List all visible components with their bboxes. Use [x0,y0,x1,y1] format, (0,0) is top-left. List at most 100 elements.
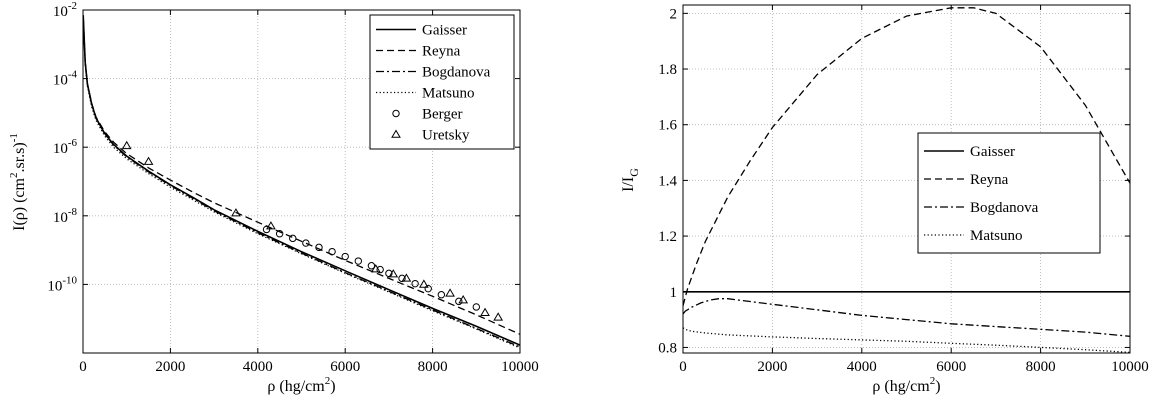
x-axis-label-part: ) [935,378,940,395]
legend-label-gaisser: Gaisser [970,144,1015,160]
data-point-triangle [370,264,381,273]
data-point-circle [341,252,349,261]
data-point-triangle [388,269,399,278]
y-tick-label: 10-8 [53,206,78,226]
data-point-triangle [480,307,490,316]
data-point-triangle [121,140,132,150]
legend-box [917,132,1101,254]
data-point-triangle [458,295,469,304]
y-axis-label-main: I/I [620,177,637,192]
series-line-matsuno [683,327,1130,353]
y-tick-base: 10 [53,141,68,157]
legend-label-bogdanova: Bogdanova [970,200,1039,216]
data-point-triangle [418,279,429,288]
y-tick-label: 1 [670,285,678,301]
y-axis-label-part: .sr.s) [11,142,28,172]
data-point-circle [315,243,323,252]
series-line-bogdanova [83,16,520,348]
y-tick-exponent: -4 [68,69,78,81]
y-tick-base: 10 [53,210,68,226]
data-point-circle [262,225,271,234]
plot-series-group [83,15,520,349]
x-axis-label: ρ (hg/cm2) [872,375,940,395]
y-axis-label: I(ρ) (cm2.sr.s)-1 [8,133,28,231]
chart-right-ratio: 0 2000 4000 6000 8000 10000 0.8 1 1.2 1.4 1.6 1.8 2 ρ… [585,0,1155,408]
x-tick-label: 0 [79,359,87,375]
y-tick-exponent: -2 [68,0,77,12]
y-tick-label: 10-4 [53,69,78,89]
series-line-matsuno [83,17,520,349]
legend-label-gaisser: Gaisser [422,23,467,39]
y-tick-exponent: -8 [68,206,78,218]
x-tick-label: 6000 [330,359,360,375]
series-line-bogdanova [683,298,1130,337]
x-axis-label-part: ρ (hg/cm [872,378,930,395]
data-point-triangle [143,156,154,165]
y-tick-base: 10 [47,278,62,294]
x-tick-label: 8000 [1026,359,1056,375]
x-axis-label: ρ (hg/cm2) [267,375,335,395]
legend-label-reyna: Reyna [422,44,461,60]
data-point-circle [472,303,480,311]
x-tick-label: 8000 [418,359,448,375]
data-point-circle [367,262,376,270]
chart-left-svg: 0 2000 4000 6000 8000 1000010-1010-810-610-41… [8,0,539,395]
legend-label-matsuno: Matsuno [970,228,1023,244]
data-point-circle [328,247,336,256]
chart-right-svg: 0 2000 4000 6000 8000 100000.811.21.41.61.82ρ… [620,4,1149,395]
legend-label-matsuno: Matsuno [422,86,475,102]
legend-label-reyna: Reyna [970,172,1009,188]
y-tick-label: 1.2 [658,229,677,245]
y-tick-label: 1.4 [658,173,677,189]
y-tick-label: 10-10 [47,274,77,294]
x-axis-label-part: 2 [325,375,331,387]
legend-marker-berger [392,109,400,118]
x-tick-label: 4000 [847,359,877,375]
data-point-circle [275,230,284,238]
data-point-triangle [401,273,412,282]
data-point-circle [354,257,363,265]
x-axis-label-part: ρ (hg/cm [267,378,325,395]
data-point-triangle [266,221,276,230]
legend-label-bogdanova: Bogdanova [422,65,491,81]
x-tick-label: 2000 [757,359,787,375]
data-point-circle [437,291,446,299]
y-axis-label-part: -1 [8,133,20,142]
x-axis-label-part: 2 [930,375,936,387]
x-axis-label-part: ) [330,378,335,395]
y-tick-label: 2 [670,6,678,22]
y-tick-base: 10 [53,4,68,20]
chart-left-intensity: 0 2000 4000 6000 8000 10000 10-10 10-8 10-6 10-4 1… [0,0,560,408]
x-tick-label: 0 [679,359,687,375]
data-point-triangle [231,208,241,217]
data-point-circle [376,265,384,274]
x-tick-label: 4000 [243,359,273,375]
y-tick-base: 10 [53,73,68,89]
y-tick-label: 1.8 [658,62,677,78]
plot-frame [682,4,1131,354]
x-tick-label: 6000 [936,359,966,375]
plot-series-group [683,7,1130,353]
data-point-circle [455,297,463,306]
y-tick-label: 0.8 [658,340,677,356]
plot-frame [82,9,521,354]
series-line-reyna [683,7,1130,306]
y-tick-label: 10-2 [53,0,77,20]
legend-box [369,14,515,150]
y-axis-label-sub: G [627,168,641,177]
y-axis-label-part: 2 [8,173,20,179]
data-point-circle [411,279,419,288]
legend-label-berger: Berger [422,107,463,123]
x-tick-label: 2000 [155,359,185,375]
x-tick-label: 10000 [1111,359,1149,375]
x-tick-label: 10000 [501,359,539,375]
data-point-triangle [493,312,504,321]
data-point-circle [289,234,297,243]
legend-marker-uretsky [391,129,401,138]
y-tick-exponent: -10 [62,274,77,286]
legend-label-uretsky: Uretsky [422,128,470,144]
y-axis-label: I/IG [620,168,641,192]
data-point-circle [424,284,432,293]
y-tick-label: 1.6 [658,118,677,134]
y-axis-label-part: I(ρ) (cm [11,177,28,230]
